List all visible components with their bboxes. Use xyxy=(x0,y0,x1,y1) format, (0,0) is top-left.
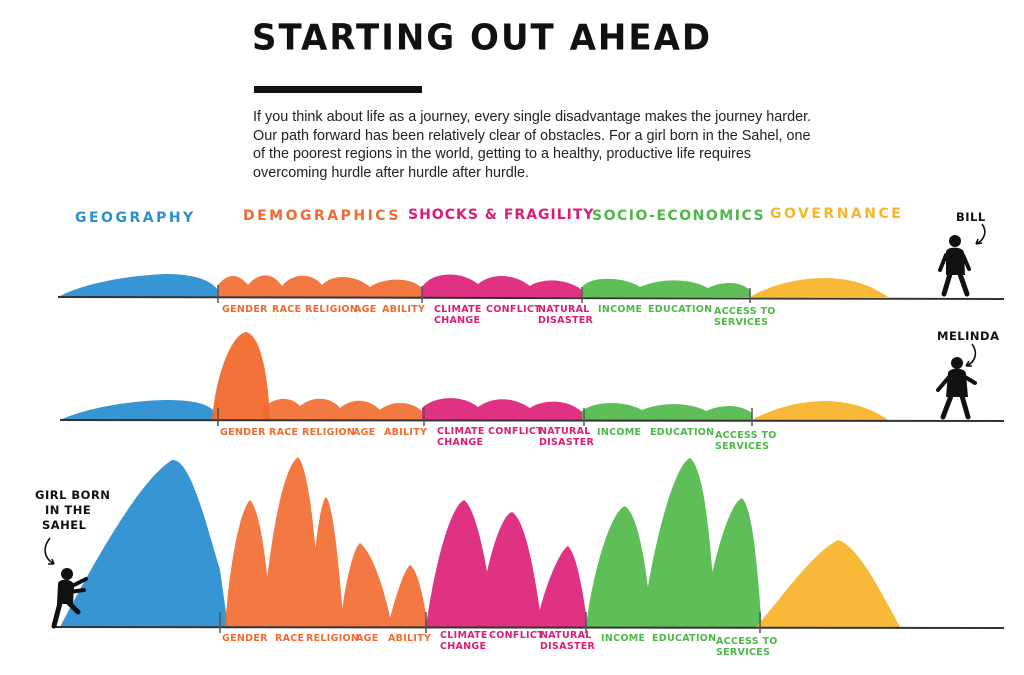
category-demographics: DEMOGRAPHICS xyxy=(243,208,401,224)
path-line xyxy=(57,296,1005,300)
factor-access-to: ACCESS TO xyxy=(715,430,777,441)
category-geography: GEOGRAPHY xyxy=(75,210,196,226)
factor-conflict: CONFLICT xyxy=(489,630,544,641)
factor-services: SERVICES xyxy=(714,317,768,328)
hurdle-governance xyxy=(750,278,888,297)
factor-income: INCOME xyxy=(597,427,641,438)
journey-row-sahel: GENDER RACE RELIGION AGE ABILITY CLIMATE… xyxy=(35,457,1005,658)
factor-age: AGE xyxy=(354,304,377,315)
factor-services: SERVICES xyxy=(715,441,769,452)
factor-education: EDUCATION xyxy=(652,633,716,644)
factor-natural: NATURAL xyxy=(540,630,592,641)
hurdle-socio xyxy=(582,403,752,420)
factor-access-to: ACCESS TO xyxy=(716,636,778,647)
factor-ability: ABILITY xyxy=(382,304,425,315)
factor-climate: CLIMATE xyxy=(434,304,482,315)
factor-gender: GENDER xyxy=(220,427,266,438)
factor-ability: ABILITY xyxy=(384,427,427,438)
journey-row-bill: GENDER RACE RELIGION AGE ABILITY CLIMATE… xyxy=(57,210,1005,328)
label-melinda: MELINDA xyxy=(937,329,999,343)
hurdle-demographics xyxy=(262,398,422,420)
category-socio-economics: SOCIO-ECONOMICS xyxy=(592,208,765,224)
factor-labels-socio: INCOME EDUCATION ACCESS TO SERVICES xyxy=(597,427,777,452)
factor-race: RACE xyxy=(272,304,301,315)
arrow-icon xyxy=(965,343,977,367)
melinda-figure-icon xyxy=(936,357,977,420)
section-ticks xyxy=(217,408,753,426)
bill-figure-icon xyxy=(938,235,971,297)
factor-ability: ABILITY xyxy=(388,633,431,644)
factor-labels-shocks: CLIMATE CHANGE CONFLICT NATURAL DISASTER xyxy=(434,304,594,326)
factor-income: INCOME xyxy=(601,633,645,644)
path-line xyxy=(59,419,1005,422)
arrow-icon xyxy=(975,223,986,245)
hurdle-demographics xyxy=(225,457,428,627)
factor-disaster: DISASTER xyxy=(540,641,596,652)
hurdle-socio xyxy=(582,278,750,297)
section-ticks xyxy=(219,612,761,633)
page-title: STARTING OUT AHEAD xyxy=(252,17,713,59)
title-underline xyxy=(254,86,422,93)
section-ticks xyxy=(217,285,751,303)
intro-paragraph: If you think about life as a journey, ev… xyxy=(253,109,812,181)
factor-religion: RELIGION xyxy=(305,304,358,315)
category-headers: GEOGRAPHY DEMOGRAPHICS SHOCKS & FRAGILIT… xyxy=(75,206,903,226)
factor-race: RACE xyxy=(269,427,298,438)
factor-labels-shocks: CLIMATE CHANGE CONFLICT NATURAL DISASTER xyxy=(437,426,595,448)
hurdle-geography xyxy=(60,400,215,420)
factor-gender: GENDER xyxy=(222,304,268,315)
factor-age: AGE xyxy=(353,427,376,438)
path-line xyxy=(51,626,1005,629)
factor-religion: RELIGION xyxy=(306,633,359,644)
hurdle-governance xyxy=(756,540,900,627)
label-bill: BILL xyxy=(956,210,986,224)
factor-labels-demographics: GENDER RACE RELIGION AGE ABILITY xyxy=(220,427,427,438)
hurdle-demographics xyxy=(218,275,422,297)
factor-access-to: ACCESS TO xyxy=(714,306,776,317)
label-girl-line-1: GIRL BORN xyxy=(35,488,110,502)
label-girl-line-3: SAHEL xyxy=(42,518,87,532)
factor-race: RACE xyxy=(275,633,304,644)
factor-natural: NATURAL xyxy=(538,304,590,315)
factor-education: EDUCATION xyxy=(650,427,714,438)
label-girl-line-2: IN THE xyxy=(45,503,91,517)
label-girl-sahel: GIRL BORN IN THE SAHEL xyxy=(35,488,110,532)
factor-services: SERVICES xyxy=(716,647,770,658)
factor-disaster: DISASTER xyxy=(539,437,595,448)
girl-climbing-figure-icon xyxy=(51,568,88,629)
factor-climate: CLIMATE xyxy=(440,630,488,641)
factor-conflict: CONFLICT xyxy=(488,426,543,437)
category-shocks-fragility: SHOCKS & FRAGILITY xyxy=(408,207,595,223)
hurdle-geography xyxy=(58,274,218,297)
factor-climate: CLIMATE xyxy=(437,426,485,437)
factor-change: CHANGE xyxy=(437,437,483,448)
factor-change: CHANGE xyxy=(434,315,480,326)
hurdle-geography xyxy=(60,459,228,627)
factor-education: EDUCATION xyxy=(648,304,712,315)
journey-row-melinda: GENDER RACE RELIGION AGE ABILITY CLIMATE… xyxy=(59,329,1005,452)
arrow-icon xyxy=(44,537,55,565)
category-governance: GOVERNANCE xyxy=(770,206,903,222)
factor-gender: GENDER xyxy=(222,633,268,644)
hurdle-shocks xyxy=(426,500,588,627)
factor-conflict: CONFLICT xyxy=(486,304,541,315)
factor-change: CHANGE xyxy=(440,641,486,652)
factor-labels-socio: INCOME EDUCATION ACCESS TO SERVICES xyxy=(601,633,778,658)
factor-age: AGE xyxy=(356,633,379,644)
hurdle-governance xyxy=(752,401,888,420)
factor-religion: RELIGION xyxy=(302,427,355,438)
factor-labels-shocks: CLIMATE CHANGE CONFLICT NATURAL DISASTER xyxy=(440,630,596,652)
factor-labels-socio: INCOME EDUCATION ACCESS TO SERVICES xyxy=(598,304,776,328)
hurdle-socio xyxy=(586,458,762,627)
hurdle-shocks xyxy=(422,274,582,297)
hurdle-gender-spike xyxy=(212,332,270,420)
hurdle-shocks xyxy=(422,398,582,420)
factor-labels-demographics: GENDER RACE RELIGION AGE ABILITY xyxy=(222,633,431,644)
factor-natural: NATURAL xyxy=(539,426,591,437)
factor-income: INCOME xyxy=(598,304,642,315)
factor-labels-demographics: GENDER RACE RELIGION AGE ABILITY xyxy=(222,304,425,315)
factor-disaster: DISASTER xyxy=(538,315,594,326)
